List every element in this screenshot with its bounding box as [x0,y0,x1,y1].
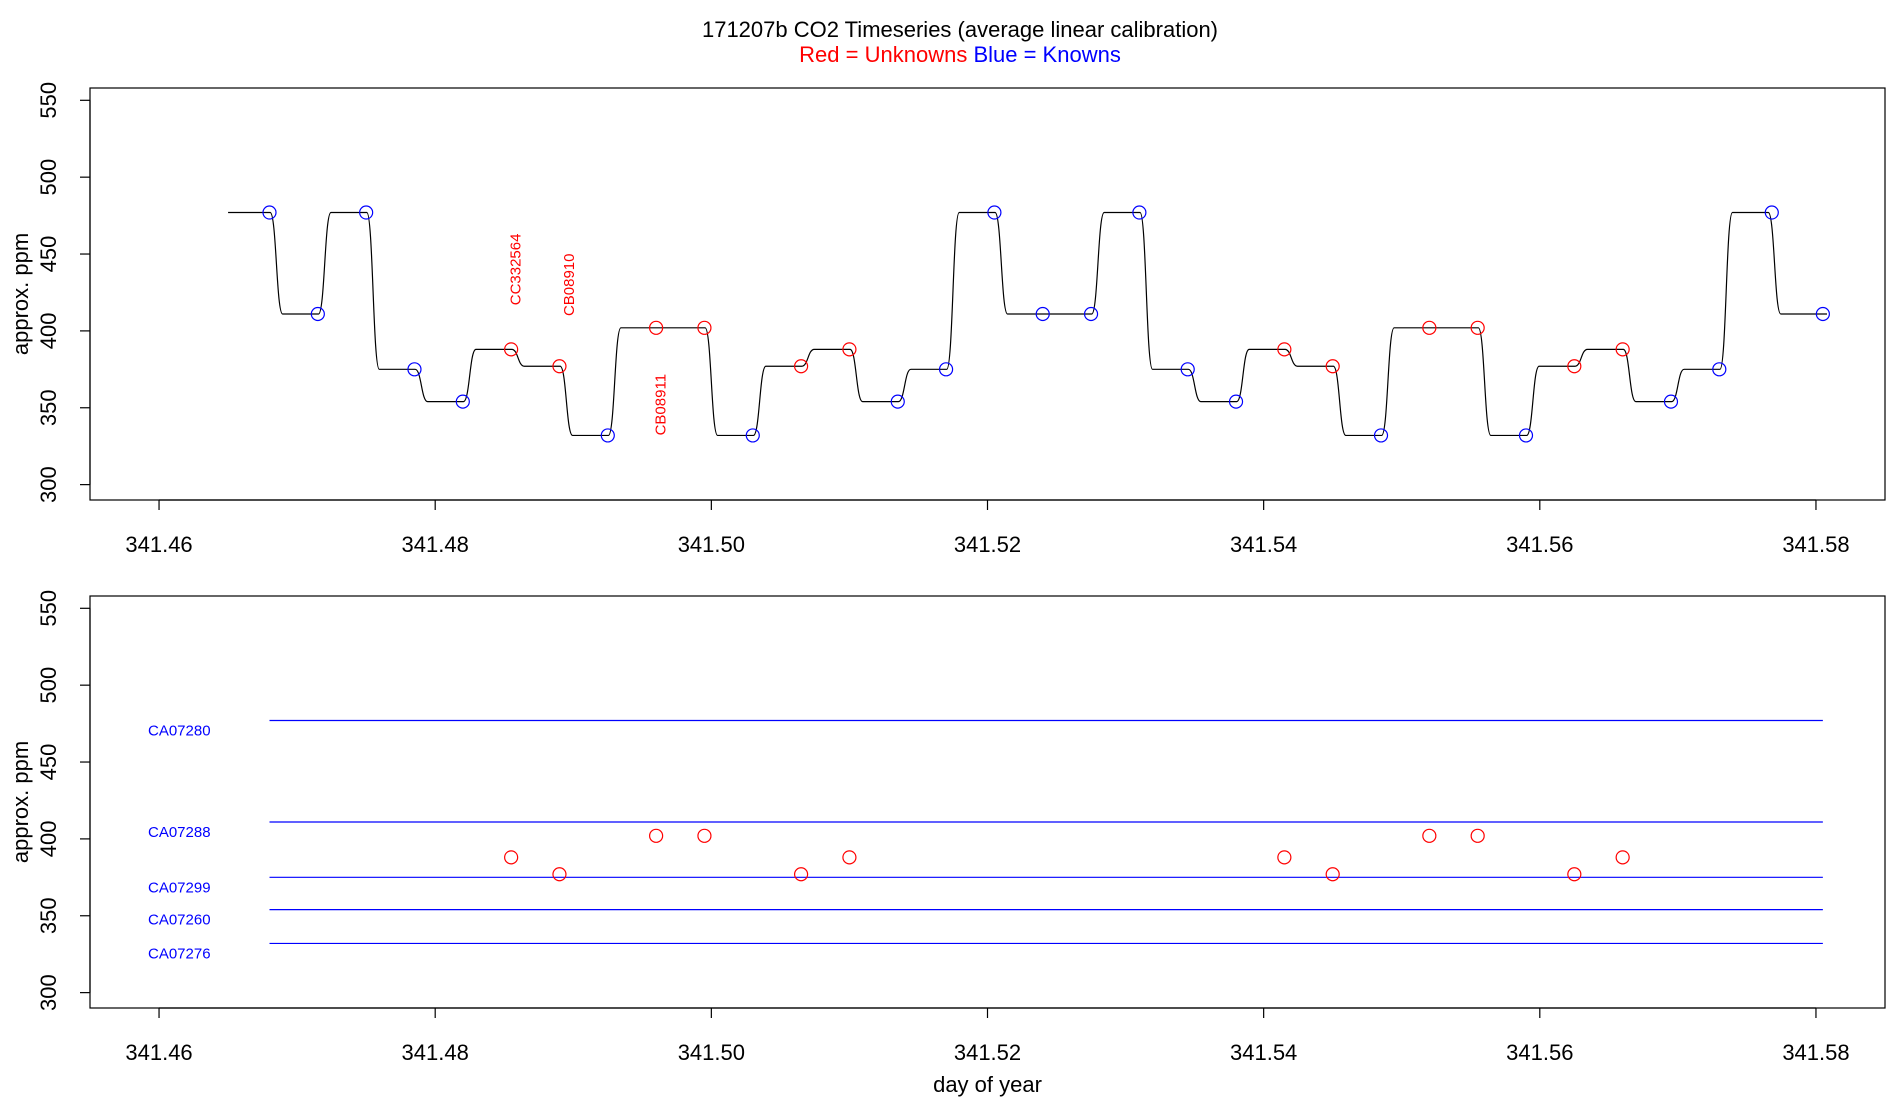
known-point [1228,394,1244,409]
known-point [1083,306,1099,322]
x-tick-label: 341.48 [402,532,469,557]
unknown-point [1325,867,1340,882]
x-tick-label: 341.50 [678,532,745,557]
known-point [310,306,325,322]
plot-frame [89,87,1886,501]
x-tick-label: 341.58 [1782,1040,1849,1065]
known-point [1132,205,1147,220]
legend-caption: Red = Unknowns Blue = Knowns [799,42,1121,67]
x-tick-label: 341.58 [1782,532,1849,557]
known-point [1815,306,1830,322]
known-point [938,362,954,377]
x-tick-label: 341.46 [125,1040,192,1065]
reference-line-label: CA07280 [148,723,211,740]
sample-annotation: CB08910 [561,253,578,316]
y-tick-label: 550 [36,590,61,627]
unknown-point [1422,828,1437,843]
y-tick-label: 350 [36,389,61,426]
y-axis-label: approx. ppm [8,741,33,863]
panel-top: 341.46 341.48 341.50 341.52 341.54 341.56 341.… [8,82,1886,557]
unknown-point [842,342,857,357]
sample-annotation: CC332564 [507,234,524,306]
unknown-point [1422,320,1437,335]
x-tick-label: 341.52 [954,532,1021,557]
known-point [600,428,615,443]
y-tick-label: 400 [36,313,61,350]
y-axis-label: approx. ppm [8,233,33,355]
unknown-point [1615,850,1630,865]
y-tick-label: 350 [36,897,61,934]
x-tick-label: 341.56 [1506,532,1573,557]
x-tick-label: 341.52 [954,1040,1021,1065]
unknown-point [552,359,567,374]
unknown-point [649,828,664,843]
x-tick-label: 341.54 [1230,532,1297,557]
known-point [890,394,905,409]
unknown-point [697,828,712,843]
known-point [1035,306,1050,322]
chart-title: 171207b CO2 Timeseries (average linear c… [702,17,1218,42]
known-point [1180,362,1195,377]
known-point [407,362,422,377]
known-point [455,394,470,409]
y-tick-label: 300 [36,466,61,503]
reference-line-label: CA07288 [148,824,211,841]
y-tick-label: 450 [36,744,61,781]
unknown-point [504,850,519,865]
unknown-point [504,342,519,357]
plot-frame [89,595,1886,1009]
y-tick-label: 300 [36,974,61,1011]
unknown-point [1567,359,1582,374]
unknown-point [1567,867,1582,882]
y-tick-label: 500 [36,159,61,196]
unknown-point [1325,359,1340,374]
unknown-point [649,320,664,335]
x-axis-label: day of year [933,1072,1042,1097]
unknown-point [1277,342,1292,357]
known-point [1663,394,1679,409]
x-tick-label: 341.48 [402,1040,469,1065]
known-point [1764,205,1779,220]
reference-line-label: CA07276 [148,945,211,962]
x-tick-label: 341.46 [125,532,192,557]
unknown-point [697,320,712,335]
unknown-point [842,850,857,865]
known-point [987,205,1002,220]
unknown-point [1277,850,1292,865]
panel-bottom: 341.46 341.48 341.50 341.52 341.54 341.56 341.… [8,590,1886,1097]
known-point [1373,428,1389,443]
reference-line-label: CA07260 [148,912,211,929]
known-point [262,205,277,220]
reference-line-label: CA07299 [148,879,211,896]
unknown-point [793,867,809,882]
y-tick-label: 450 [36,236,61,273]
y-tick-label: 400 [36,821,61,858]
unknown-point [793,359,809,374]
x-tick-label: 341.54 [1230,1040,1297,1065]
y-tick-label: 500 [36,667,61,704]
timeseries-trace [228,211,1828,437]
unknown-point [552,867,567,882]
y-tick-label: 550 [36,82,61,119]
known-point [1712,362,1727,377]
unknown-point [1615,342,1630,357]
known-point [1518,428,1534,443]
unknown-point [1470,320,1485,335]
legend-unknowns: Red = Unknowns [799,42,967,67]
known-point [359,205,374,220]
known-point [745,428,760,443]
unknown-point [1470,828,1485,843]
x-tick-label: 341.50 [678,1040,745,1065]
legend-knowns: Blue = Knowns [973,42,1120,67]
x-tick-label: 341.56 [1506,1040,1573,1065]
sample-annotation: CB08911 [652,374,669,435]
